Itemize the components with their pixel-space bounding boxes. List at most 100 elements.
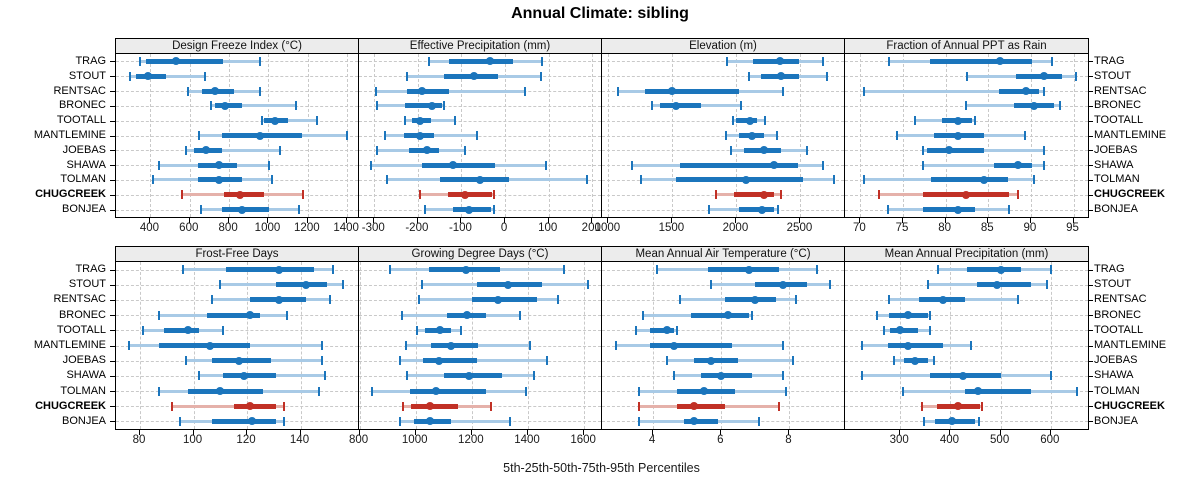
whisker-line-high — [774, 193, 781, 197]
panel-strip: Growing Degree Days (°C) — [358, 246, 602, 262]
site-label-left: JOEBAS — [62, 143, 106, 156]
axis-tick-label: 100 — [182, 434, 203, 446]
whisker-cap-low — [181, 265, 184, 275]
median-dot — [245, 311, 254, 320]
axis-tick-label: -300 — [361, 222, 385, 234]
whisker-line-low — [726, 134, 740, 137]
row-tick-right — [1088, 269, 1093, 271]
axis-tick-label: 120 — [236, 434, 256, 446]
panel-strip: Elevation (m) — [601, 38, 845, 54]
site-label-right: TOOTALL — [1094, 114, 1144, 127]
site-label-left: STOUT — [68, 278, 106, 291]
whisker-line-high — [536, 298, 559, 302]
whisker-cap-high — [221, 325, 224, 335]
whisker-line-high — [439, 148, 465, 152]
whisker-cap-high — [283, 416, 286, 426]
gridline-horizontal — [602, 150, 844, 152]
whisker-line-high — [927, 359, 934, 363]
whisker-line-low — [642, 313, 691, 317]
row-tick-right — [1088, 150, 1093, 152]
axis-tick-label: 1200 — [294, 222, 320, 234]
axis-tick — [460, 218, 462, 223]
median-dot — [751, 295, 760, 304]
whisker-cap-high — [540, 56, 543, 66]
site-label-left: MANTLEMINE — [33, 339, 106, 351]
median-dot — [462, 311, 471, 320]
whisker-cap-low — [922, 160, 925, 170]
median-dot — [461, 190, 470, 199]
whisker-line-high — [942, 344, 971, 347]
median-dot — [504, 280, 513, 289]
whisker-cap-low — [901, 386, 904, 396]
whisker-cap-low — [965, 71, 968, 81]
site-label-left: STOUT — [68, 69, 106, 82]
panel-plot — [601, 261, 845, 430]
whisker-line-high — [1030, 389, 1078, 393]
whisker-line-high — [449, 89, 525, 93]
whisker-line-low — [640, 178, 677, 182]
site-label-right: RENTSAC — [1094, 293, 1147, 306]
whisker-cap-low — [406, 71, 409, 81]
whisker-cap-high — [825, 71, 828, 81]
whisker-cap-low — [419, 190, 422, 200]
axis-tick-label: 400 — [139, 222, 160, 234]
axis-tick-label: 140 — [289, 434, 310, 446]
whisker-cap-high — [523, 86, 526, 96]
whisker-line-low — [651, 104, 660, 108]
whisker-line-low — [708, 208, 740, 212]
whisker-line-high — [263, 389, 320, 393]
whisker-line-low — [639, 419, 684, 423]
whisker-line-high — [441, 104, 445, 108]
median-dot — [947, 417, 956, 426]
whisker-cap-high — [1007, 205, 1010, 215]
axis-tick-label: 600 — [179, 222, 199, 234]
site-label-right: TRAG — [1094, 263, 1125, 276]
whisker-line-low — [405, 119, 412, 123]
iqr-bar — [212, 418, 277, 424]
row-tick-left — [110, 391, 115, 393]
whisker-line-low — [666, 359, 695, 363]
whisker-cap-low — [141, 325, 144, 335]
whisker-cap-high — [283, 401, 286, 411]
whisker-line-low — [636, 328, 650, 332]
whisker-line-high — [1007, 178, 1035, 182]
whisker-line-high — [476, 359, 548, 363]
iqr-bar — [694, 358, 739, 364]
axis-tick-label: 75 — [895, 222, 909, 234]
median-dot — [202, 146, 211, 155]
whisker-cap-low — [184, 356, 187, 366]
whisker-cap-high — [822, 160, 825, 170]
whisker-cap-high — [1017, 295, 1020, 305]
whisker-cap-low — [726, 56, 729, 66]
axis-tick-label: 1400 — [514, 434, 540, 446]
whisker-line-high — [494, 163, 547, 167]
site-label-left: TOLMAN — [60, 384, 106, 397]
whisker-line-high — [541, 283, 588, 287]
whisker-cap-low — [399, 356, 402, 366]
whisker-cap-high — [328, 295, 331, 305]
whisker-line-low — [879, 193, 924, 197]
median-dot — [435, 356, 443, 365]
whisker-cap-low — [427, 56, 430, 66]
iqr-bar — [276, 282, 328, 288]
whisker-line-low — [673, 374, 701, 378]
whisker-cap-low — [638, 401, 641, 411]
median-dot — [668, 87, 677, 96]
axis-tick — [1049, 430, 1051, 435]
whisker-line-low — [924, 419, 935, 423]
whisker-line-high — [1000, 374, 1051, 378]
whisker-line-high — [287, 119, 317, 123]
iqr-bar — [890, 327, 919, 333]
whisker-cap-low — [710, 280, 713, 290]
whisker-line-high — [972, 119, 975, 123]
whisker-line-low — [181, 193, 224, 197]
panel-plot — [115, 261, 359, 430]
whisker-line-high — [509, 178, 588, 182]
whisker-line-low — [212, 298, 250, 302]
whisker-cap-low — [882, 325, 885, 335]
whisker-cap-low — [418, 295, 421, 305]
whisker-cap-high — [459, 325, 462, 335]
whisker-line-high — [269, 208, 300, 212]
iqr-bar — [700, 373, 752, 379]
whisker-line-low — [927, 283, 978, 287]
